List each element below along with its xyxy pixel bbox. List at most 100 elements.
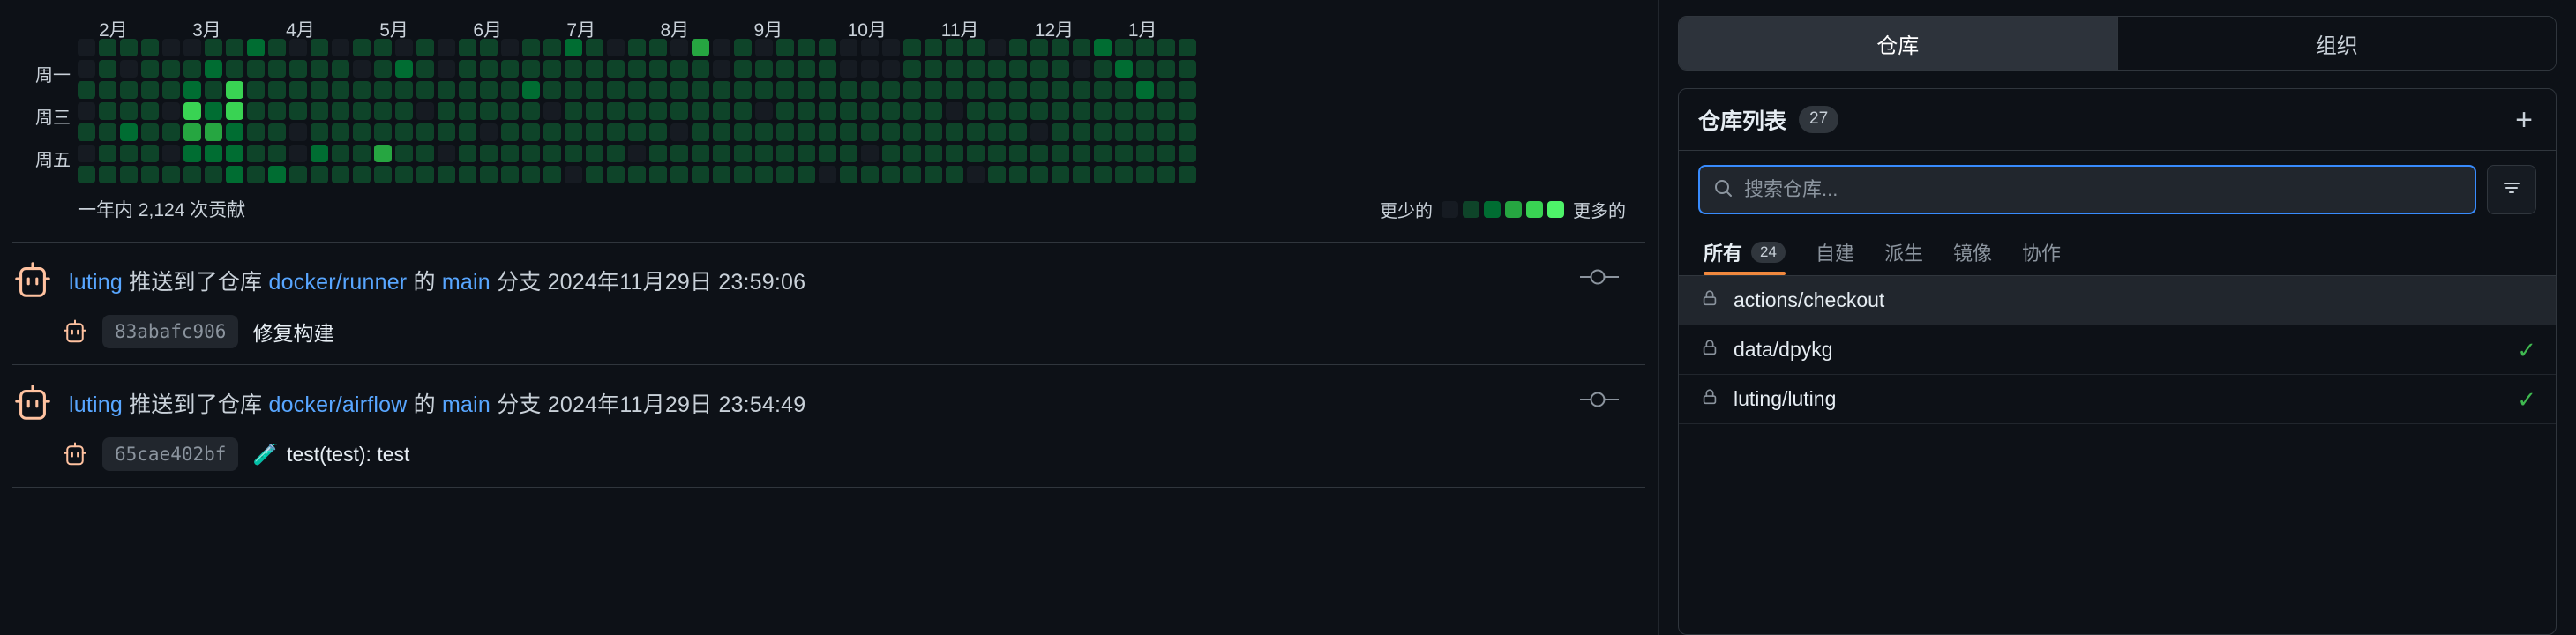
contribution-day-cell[interactable]: [586, 123, 603, 141]
contribution-day-cell[interactable]: [374, 166, 392, 183]
contribution-day-cell[interactable]: [882, 145, 900, 162]
contribution-day-cell[interactable]: [649, 60, 667, 78]
contribution-day-cell[interactable]: [861, 102, 879, 120]
contribution-day-cell[interactable]: [1052, 102, 1069, 120]
actor-link[interactable]: luting: [69, 270, 123, 295]
contribution-day-cell[interactable]: [416, 39, 434, 56]
contribution-day-cell[interactable]: [1052, 81, 1069, 99]
contribution-day-cell[interactable]: [755, 102, 773, 120]
contribution-day-cell[interactable]: [78, 166, 95, 183]
contribution-day-cell[interactable]: [607, 145, 625, 162]
contribution-day-cell[interactable]: [480, 123, 498, 141]
contribution-day-cell[interactable]: [565, 39, 582, 56]
contribution-day-cell[interactable]: [819, 123, 836, 141]
contribution-day-cell[interactable]: [713, 81, 730, 99]
contribution-day-cell[interactable]: [798, 39, 815, 56]
contribution-day-cell[interactable]: [459, 81, 476, 99]
contribution-day-cell[interactable]: [120, 123, 138, 141]
contribution-day-cell[interactable]: [141, 39, 159, 56]
contribution-day-cell[interactable]: [459, 123, 476, 141]
contribution-day-cell[interactable]: [374, 145, 392, 162]
contribution-day-cell[interactable]: [226, 81, 243, 99]
contribution-day-cell[interactable]: [967, 123, 985, 141]
contribution-day-cell[interactable]: [988, 60, 1006, 78]
contribution-day-cell[interactable]: [734, 102, 752, 120]
contribution-day-cell[interactable]: [120, 60, 138, 78]
contribution-day-cell[interactable]: [395, 123, 413, 141]
contribution-day-cell[interactable]: [289, 123, 307, 141]
contribution-day-cell[interactable]: [1052, 123, 1069, 141]
contribution-day-cell[interactable]: [649, 102, 667, 120]
contribution-day-cell[interactable]: [1052, 166, 1069, 183]
contribution-day-cell[interactable]: [713, 166, 730, 183]
contribution-day-cell[interactable]: [247, 60, 265, 78]
contribution-day-cell[interactable]: [522, 123, 540, 141]
contribution-day-cell[interactable]: [861, 123, 879, 141]
contribution-day-cell[interactable]: [925, 123, 942, 141]
contribution-day-cell[interactable]: [501, 60, 519, 78]
contribution-day-cell[interactable]: [734, 81, 752, 99]
repo-filter-tab[interactable]: 所有 24: [1704, 230, 1786, 275]
contribution-day-cell[interactable]: [374, 39, 392, 56]
contribution-day-cell[interactable]: [374, 123, 392, 141]
contribution-day-cell[interactable]: [734, 60, 752, 78]
contribution-day-cell[interactable]: [289, 60, 307, 78]
contribution-day-cell[interactable]: [798, 166, 815, 183]
contribution-day-cell[interactable]: [78, 145, 95, 162]
contribution-day-cell[interactable]: [882, 166, 900, 183]
contribution-day-cell[interactable]: [925, 39, 942, 56]
contribution-day-cell[interactable]: [395, 81, 413, 99]
contribution-day-cell[interactable]: [480, 81, 498, 99]
contribution-day-cell[interactable]: [776, 102, 794, 120]
contribution-day-cell[interactable]: [967, 60, 985, 78]
contribution-day-cell[interactable]: [840, 39, 857, 56]
contribution-day-cell[interactable]: [205, 123, 222, 141]
contribution-day-cell[interactable]: [438, 166, 455, 183]
contribution-day-cell[interactable]: [1073, 123, 1090, 141]
contribution-day-cell[interactable]: [226, 123, 243, 141]
contribution-day-cell[interactable]: [565, 102, 582, 120]
contribution-day-cell[interactable]: [628, 102, 646, 120]
contribution-day-cell[interactable]: [988, 123, 1006, 141]
contribution-day-cell[interactable]: [1157, 123, 1175, 141]
contribution-day-cell[interactable]: [1030, 123, 1048, 141]
contribution-day-cell[interactable]: [607, 166, 625, 183]
contribution-day-cell[interactable]: [522, 102, 540, 120]
contribution-day-cell[interactable]: [205, 39, 222, 56]
contribution-day-cell[interactable]: [99, 145, 116, 162]
contribution-day-cell[interactable]: [183, 123, 201, 141]
contribution-day-cell[interactable]: [1030, 166, 1048, 183]
contribution-day-cell[interactable]: [459, 166, 476, 183]
contribution-day-cell[interactable]: [1009, 123, 1027, 141]
contribution-day-cell[interactable]: [162, 60, 180, 78]
contribution-day-cell[interactable]: [649, 166, 667, 183]
contribution-day-cell[interactable]: [819, 81, 836, 99]
contribution-day-cell[interactable]: [543, 60, 561, 78]
contribution-day-cell[interactable]: [438, 60, 455, 78]
contribution-day-cell[interactable]: [649, 81, 667, 99]
contribution-day-cell[interactable]: [1115, 39, 1133, 56]
repo-link[interactable]: docker/airflow: [268, 392, 408, 417]
contribution-day-cell[interactable]: [247, 145, 265, 162]
contribution-day-cell[interactable]: [776, 81, 794, 99]
repo-filter-tab[interactable]: 自建: [1816, 230, 1854, 275]
contribution-day-cell[interactable]: [607, 123, 625, 141]
contribution-day-cell[interactable]: [988, 81, 1006, 99]
contribution-day-cell[interactable]: [1115, 102, 1133, 120]
contribution-day-cell[interactable]: [776, 60, 794, 78]
contribution-day-cell[interactable]: [798, 102, 815, 120]
repo-list-item[interactable]: luting/luting ✓: [1679, 375, 2556, 424]
contribution-day-cell[interactable]: [798, 81, 815, 99]
contribution-day-cell[interactable]: [946, 102, 963, 120]
branch-link[interactable]: main: [441, 270, 490, 295]
contribution-day-cell[interactable]: [332, 102, 349, 120]
contribution-day-cell[interactable]: [565, 81, 582, 99]
filter-button[interactable]: [2487, 165, 2536, 214]
contribution-day-cell[interactable]: [925, 166, 942, 183]
contribution-day-cell[interactable]: [925, 145, 942, 162]
contribution-day-cell[interactable]: [882, 102, 900, 120]
contribution-day-cell[interactable]: [480, 145, 498, 162]
contribution-day-cell[interactable]: [1052, 145, 1069, 162]
contribution-day-cell[interactable]: [882, 60, 900, 78]
contribution-day-cell[interactable]: [1073, 60, 1090, 78]
